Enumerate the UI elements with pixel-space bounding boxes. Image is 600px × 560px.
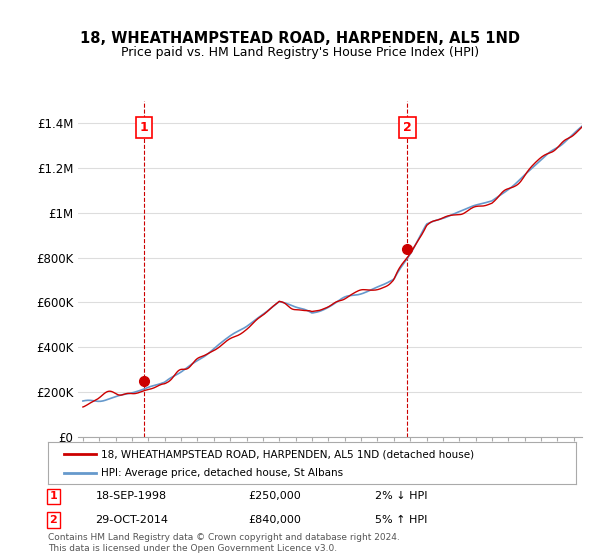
Text: £840,000: £840,000 — [248, 515, 302, 525]
Text: 29-OCT-2014: 29-OCT-2014 — [95, 515, 169, 525]
Text: Price paid vs. HM Land Registry's House Price Index (HPI): Price paid vs. HM Land Registry's House … — [121, 46, 479, 59]
Text: 2: 2 — [403, 121, 412, 134]
Text: 5% ↑ HPI: 5% ↑ HPI — [376, 515, 428, 525]
Text: 1: 1 — [49, 492, 57, 501]
Text: 2: 2 — [49, 515, 57, 525]
Text: 18, WHEATHAMPSTEAD ROAD, HARPENDEN, AL5 1ND (detached house): 18, WHEATHAMPSTEAD ROAD, HARPENDEN, AL5 … — [101, 449, 474, 459]
Text: 1: 1 — [139, 121, 148, 134]
Text: Contains HM Land Registry data © Crown copyright and database right 2024.
This d: Contains HM Land Registry data © Crown c… — [48, 533, 400, 553]
Text: HPI: Average price, detached house, St Albans: HPI: Average price, detached house, St A… — [101, 468, 343, 478]
Text: 18-SEP-1998: 18-SEP-1998 — [95, 492, 167, 501]
Text: 18, WHEATHAMPSTEAD ROAD, HARPENDEN, AL5 1ND: 18, WHEATHAMPSTEAD ROAD, HARPENDEN, AL5 … — [80, 31, 520, 46]
Text: £250,000: £250,000 — [248, 492, 301, 501]
Text: 2% ↓ HPI: 2% ↓ HPI — [376, 492, 428, 501]
